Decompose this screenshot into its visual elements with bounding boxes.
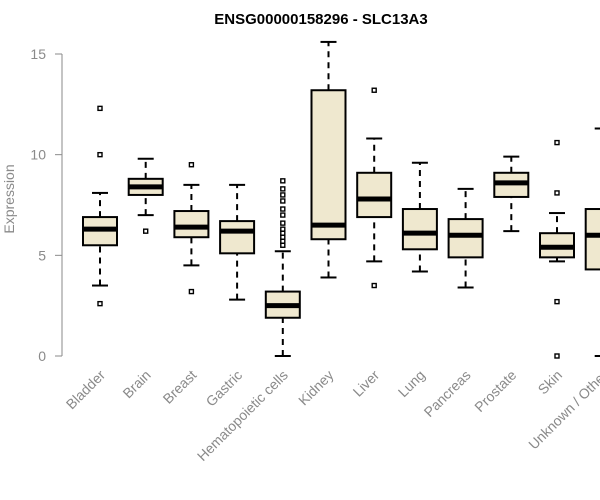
outlier-point [371, 282, 377, 289]
box-lung [401, 161, 438, 273]
x-tick-label: Pancreas [421, 367, 474, 420]
x-tick-label: Skin [535, 367, 566, 398]
x-tick-label: Brain [119, 367, 153, 401]
outlier-point [280, 212, 286, 218]
x-tick-label: Lung [395, 367, 428, 400]
y-tick-label: 15 [30, 46, 46, 62]
outlier-point [554, 139, 560, 146]
outlier-point [97, 151, 103, 158]
x-tick-label: Gastric [203, 367, 246, 410]
iqr-box [401, 208, 438, 251]
outlier-point [188, 288, 195, 295]
outlier-point [280, 206, 286, 212]
outlier-point [280, 186, 286, 192]
outlier-point [142, 228, 149, 234]
box-unknown-other [584, 127, 600, 357]
outlier-point [554, 353, 560, 359]
outlier-point [97, 300, 103, 307]
chart-title: ENSG00000158296 - SLC13A3 [214, 11, 427, 28]
x-tick-label: Kidney [295, 367, 337, 409]
x-tick-label: Prostate [471, 367, 519, 415]
outlier-point [554, 190, 560, 196]
y-tick-label: 5 [38, 247, 46, 263]
x-tick-label: Breast [160, 367, 200, 407]
box-liver [356, 87, 393, 289]
outlier-point [188, 162, 195, 168]
box-kidney [310, 40, 347, 279]
outlier-point [280, 220, 286, 226]
box-pancreas [447, 187, 484, 289]
outlier-point [280, 178, 286, 184]
iqr-box [447, 218, 484, 259]
outlier-point [371, 87, 377, 93]
box-prostate [493, 155, 530, 233]
y-tick-label: 10 [30, 147, 46, 163]
x-tick-label: Bladder [63, 367, 109, 413]
iqr-box [356, 171, 393, 219]
box-bladder [82, 105, 118, 307]
outlier-point [554, 298, 560, 305]
outlier-point [280, 198, 286, 204]
iqr-box [310, 89, 347, 241]
x-tick-label: Hematopoietic cells [194, 367, 291, 464]
boxes-group [82, 40, 600, 359]
box-breast [173, 162, 210, 295]
y-tick-label: 0 [38, 348, 46, 364]
box-skin [539, 139, 575, 359]
box-brain [127, 157, 164, 234]
outlier-point [280, 192, 286, 198]
iqr-box [584, 208, 600, 271]
outlier-point [280, 226, 286, 232]
y-axis: 0 5 10 15 [30, 46, 63, 364]
iqr-box [219, 220, 256, 255]
iqr-box [173, 210, 210, 239]
outlier-point [97, 105, 103, 112]
y-axis-label: Expression [1, 164, 17, 233]
box-gastric [219, 183, 256, 301]
x-tick-label: Liver [350, 367, 383, 400]
box-hematopoietic-cells [264, 178, 301, 357]
